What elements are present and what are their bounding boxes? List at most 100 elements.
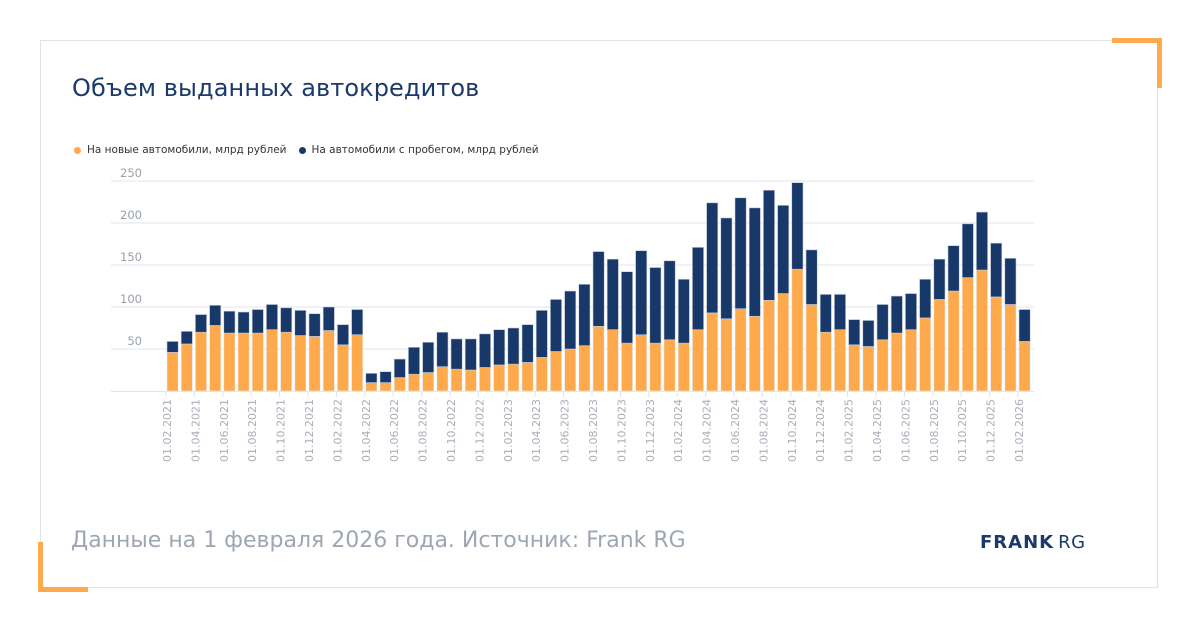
bar-used-cars[interactable]	[408, 347, 420, 375]
bar-stack[interactable]	[720, 217, 733, 392]
bar-stack[interactable]	[1018, 309, 1031, 392]
bar-new-cars[interactable]	[237, 332, 250, 392]
bar-new-cars[interactable]	[564, 348, 577, 392]
bar-used-cars[interactable]	[862, 320, 875, 347]
bar-new-cars[interactable]	[961, 277, 974, 392]
bar-used-cars[interactable]	[436, 331, 449, 367]
bar-stack[interactable]	[479, 333, 491, 392]
bar-new-cars[interactable]	[166, 352, 179, 392]
bar-stack[interactable]	[408, 347, 420, 392]
bar-new-cars[interactable]	[209, 325, 222, 392]
bar-stack[interactable]	[677, 278, 690, 392]
bar-stack[interactable]	[379, 371, 392, 392]
bar-new-cars[interactable]	[976, 269, 988, 392]
bar-new-cars[interactable]	[805, 304, 818, 392]
bar-new-cars[interactable]	[862, 346, 875, 392]
bar-used-cars[interactable]	[592, 251, 605, 327]
bar-stack[interactable]	[848, 319, 861, 392]
bar-new-cars[interactable]	[592, 326, 605, 392]
bar-used-cars[interactable]	[422, 341, 435, 373]
bar-new-cars[interactable]	[947, 290, 960, 392]
bar-new-cars[interactable]	[436, 366, 449, 392]
bar-used-cars[interactable]	[308, 313, 321, 337]
bar-new-cars[interactable]	[734, 308, 747, 392]
bar-used-cars[interactable]	[649, 267, 662, 344]
bar-new-cars[interactable]	[834, 329, 846, 392]
bar-used-cars[interactable]	[777, 205, 790, 294]
bar-stack[interactable]	[606, 258, 619, 392]
bar-used-cars[interactable]	[322, 306, 335, 331]
bar-new-cars[interactable]	[521, 362, 534, 392]
bar-used-cars[interactable]	[692, 247, 704, 330]
bar-used-cars[interactable]	[521, 324, 534, 363]
bar-new-cars[interactable]	[933, 299, 946, 392]
bar-new-cars[interactable]	[649, 342, 662, 392]
bar-used-cars[interactable]	[720, 217, 733, 320]
bar-new-cars[interactable]	[266, 329, 278, 392]
legend-item-new[interactable]: На новые автомобили, млрд рублей	[74, 144, 287, 156]
bar-new-cars[interactable]	[280, 331, 293, 392]
bar-new-cars[interactable]	[819, 331, 832, 392]
bar-used-cars[interactable]	[819, 294, 832, 333]
bar-stack[interactable]	[493, 329, 506, 392]
bar-stack[interactable]	[450, 338, 463, 392]
bar-used-cars[interactable]	[834, 294, 846, 330]
bar-used-cars[interactable]	[990, 242, 1003, 298]
bar-new-cars[interactable]	[692, 329, 704, 392]
bar-new-cars[interactable]	[848, 344, 861, 392]
bar-stack[interactable]	[976, 211, 988, 392]
bar-used-cars[interactable]	[280, 307, 293, 333]
bar-used-cars[interactable]	[450, 338, 463, 370]
bar-used-cars[interactable]	[464, 338, 477, 371]
bar-stack[interactable]	[550, 299, 562, 392]
bar-stack[interactable]	[436, 331, 449, 392]
bar-used-cars[interactable]	[805, 249, 818, 305]
bar-used-cars[interactable]	[621, 271, 633, 344]
bar-stack[interactable]	[791, 182, 804, 392]
bar-stack[interactable]	[294, 310, 307, 392]
bar-new-cars[interactable]	[720, 318, 733, 392]
bar-new-cars[interactable]	[464, 369, 477, 392]
bar-used-cars[interactable]	[564, 290, 577, 350]
bar-stack[interactable]	[393, 358, 406, 392]
bar-new-cars[interactable]	[621, 342, 633, 392]
bar-used-cars[interactable]	[507, 327, 520, 365]
bar-stack[interactable]	[251, 309, 264, 392]
bar-used-cars[interactable]	[166, 341, 179, 353]
bar-stack[interactable]	[322, 306, 335, 392]
bar-used-cars[interactable]	[578, 284, 591, 346]
bar-stack[interactable]	[819, 294, 832, 392]
bar-used-cars[interactable]	[905, 293, 917, 330]
bar-new-cars[interactable]	[337, 344, 349, 392]
bar-stack[interactable]	[621, 271, 633, 392]
bar-stack[interactable]	[961, 223, 974, 392]
bar-used-cars[interactable]	[706, 202, 719, 314]
bar-used-cars[interactable]	[748, 207, 761, 317]
bar-stack[interactable]	[692, 247, 704, 392]
bar-new-cars[interactable]	[876, 339, 889, 392]
bar-used-cars[interactable]	[933, 258, 946, 300]
bar-stack[interactable]	[237, 311, 250, 392]
bar-new-cars[interactable]	[635, 334, 648, 392]
bar-stack[interactable]	[195, 314, 207, 392]
bar-stack[interactable]	[635, 250, 648, 392]
bar-used-cars[interactable]	[493, 329, 506, 366]
bar-stack[interactable]	[422, 341, 435, 392]
bar-new-cars[interactable]	[393, 377, 406, 392]
bar-stack[interactable]	[663, 260, 676, 392]
bar-used-cars[interactable]	[180, 331, 193, 345]
bar-stack[interactable]	[266, 304, 278, 392]
bar-stack[interactable]	[365, 373, 378, 392]
bar-new-cars[interactable]	[706, 312, 719, 392]
bar-stack[interactable]	[890, 295, 903, 392]
bar-new-cars[interactable]	[322, 330, 335, 392]
bar-stack[interactable]	[209, 305, 222, 392]
bar-stack[interactable]	[734, 197, 747, 392]
bar-stack[interactable]	[521, 324, 534, 392]
bar-new-cars[interactable]	[422, 372, 435, 392]
bar-stack[interactable]	[763, 189, 775, 392]
bar-stack[interactable]	[351, 309, 364, 392]
bar-stack[interactable]	[1004, 257, 1017, 392]
bar-new-cars[interactable]	[1004, 304, 1017, 392]
bar-used-cars[interactable]	[763, 189, 775, 301]
